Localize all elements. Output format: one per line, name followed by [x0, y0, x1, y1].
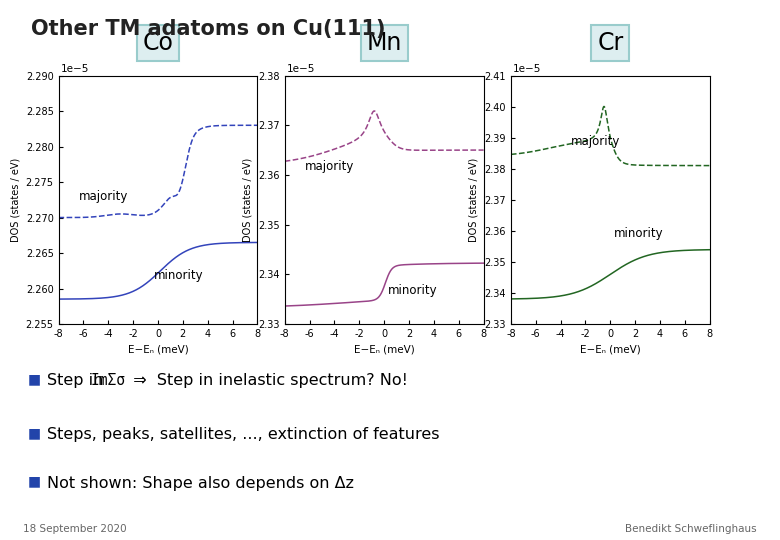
Text: majority: majority: [78, 190, 128, 203]
Text: 1e−5: 1e−5: [513, 64, 541, 75]
X-axis label: E−Eₙ (meV): E−Eₙ (meV): [128, 345, 188, 354]
Text: 1e−5: 1e−5: [287, 64, 315, 75]
Text: majority: majority: [571, 135, 620, 148]
Text: Not shown: Shape also depends on Δz: Not shown: Shape also depends on Δz: [47, 476, 354, 491]
Text: ■: ■: [27, 475, 41, 489]
Text: Other TM adatoms on Cu(111): Other TM adatoms on Cu(111): [31, 19, 385, 39]
Text: ⇒  Step in inelastic spectrum? No!: ⇒ Step in inelastic spectrum? No!: [123, 373, 408, 388]
Text: Benedikt Schweflinghaus: Benedikt Schweflinghaus: [625, 523, 757, 534]
Text: ■: ■: [27, 426, 41, 440]
Text: 1e−5: 1e−5: [61, 64, 89, 75]
Text: Cr: Cr: [597, 31, 623, 55]
Y-axis label: DOS (states / eV): DOS (states / eV): [469, 158, 479, 242]
Text: Steps, peaks, satellites, ..., extinction of features: Steps, peaks, satellites, ..., extinctio…: [47, 427, 439, 442]
Text: minority: minority: [388, 284, 438, 297]
Text: Mn: Mn: [367, 31, 402, 55]
Text: ■: ■: [27, 372, 41, 386]
Text: minority: minority: [615, 227, 664, 240]
Text: minority: minority: [154, 269, 204, 282]
Y-axis label: DOS (states / eV): DOS (states / eV): [10, 158, 20, 242]
Text: majority: majority: [304, 160, 354, 173]
Text: Co: Co: [143, 31, 173, 55]
Text: ImΣσ: ImΣσ: [90, 373, 126, 388]
X-axis label: E−Eₙ (meV): E−Eₙ (meV): [354, 345, 414, 354]
Text: 18 September 2020: 18 September 2020: [23, 523, 127, 534]
X-axis label: E−Eₙ (meV): E−Eₙ (meV): [580, 345, 640, 354]
Y-axis label: DOS (states / eV): DOS (states / eV): [243, 158, 253, 242]
Text: Step in: Step in: [47, 373, 108, 388]
